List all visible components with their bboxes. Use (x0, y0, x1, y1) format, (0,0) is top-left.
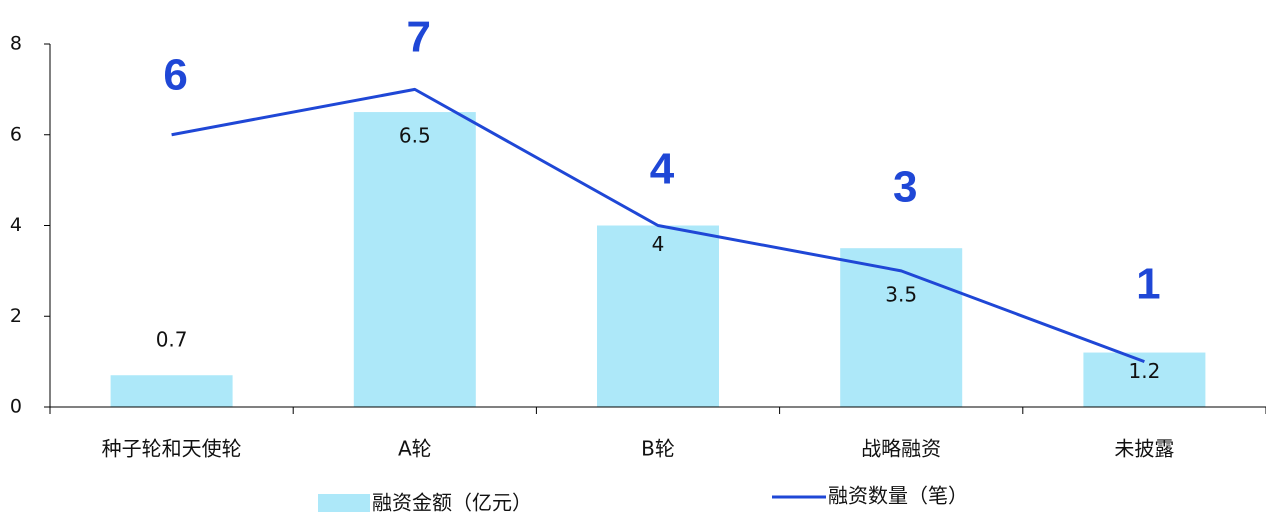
bar-data-label: 0.7 (156, 328, 188, 352)
x-category-label: A轮 (398, 437, 432, 461)
legend-label-bar: 融资金额（亿元） (372, 491, 532, 513)
y-tick-label: 2 (10, 305, 22, 327)
x-category-label: 战略融资 (861, 437, 941, 461)
y-tick-label: 4 (10, 214, 22, 236)
bar-data-label: 1.2 (1128, 359, 1160, 383)
bar (111, 375, 233, 407)
legend-swatch-bar (318, 494, 370, 512)
legend: 融资金额（亿元） 融资数量（笔） (318, 484, 968, 513)
x-category-label: B轮 (641, 437, 675, 461)
bar-data-label: 6.5 (399, 124, 431, 148)
y-axis: 0 2 4 6 8 (10, 33, 50, 418)
y-tick-label: 0 (10, 396, 22, 418)
line-data-label: 4 (650, 145, 675, 194)
line-data-label: 3 (893, 163, 917, 212)
bar-data-label: 4 (652, 232, 665, 256)
x-category-label: 种子轮和天使轮 (102, 437, 242, 461)
x-category-label: 未披露 (1114, 437, 1174, 461)
x-axis: 种子轮和天使轮 A轮 B轮 战略融资 未披露 (50, 407, 1266, 461)
bar-data-label: 3.5 (885, 283, 917, 307)
legend-label-line: 融资数量（笔） (828, 484, 968, 508)
line-data-label: 7 (407, 13, 431, 62)
y-tick-label: 6 (10, 123, 22, 145)
bar (354, 112, 476, 407)
line-data-label: 6 (163, 51, 187, 100)
y-tick-label: 8 (10, 33, 22, 55)
line-data-label: 1 (1136, 260, 1160, 309)
